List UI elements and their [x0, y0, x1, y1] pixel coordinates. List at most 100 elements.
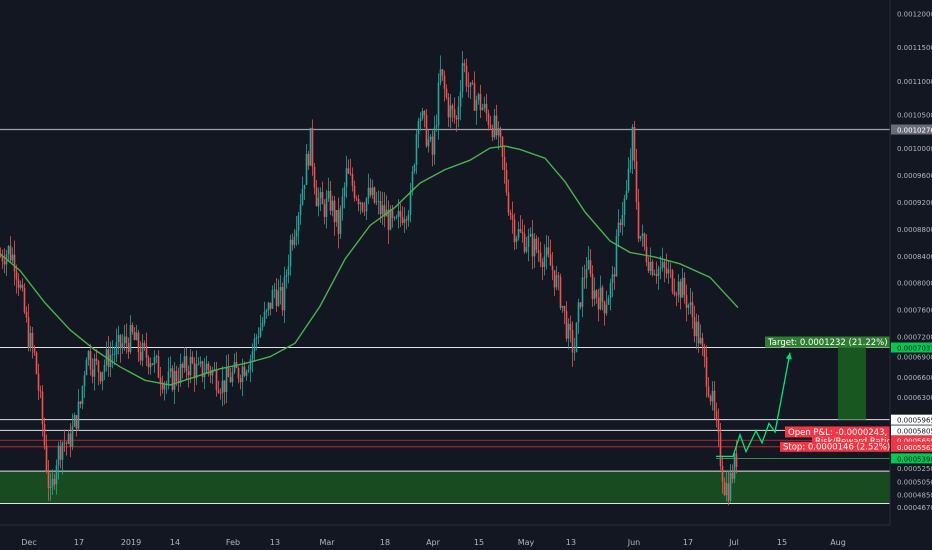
- candle-body-81: [161, 383, 164, 390]
- candle-body-285: [569, 323, 572, 331]
- candle-body-330: [659, 267, 662, 269]
- candle-body-119: [237, 367, 240, 379]
- candle-body-16: [31, 332, 34, 348]
- candle-body-227: [453, 109, 456, 118]
- candle-body-112: [223, 380, 226, 392]
- candle-body-338: [675, 294, 678, 296]
- x-tick-label-16: Aug: [830, 538, 846, 547]
- candle-body-130: [259, 327, 262, 337]
- price-tag-4: 0.0005659: [897, 437, 932, 445]
- candle-body-66: [131, 325, 134, 332]
- projection-path: [716, 352, 792, 457]
- candle-body-107: [213, 369, 216, 371]
- candle-body-78: [155, 356, 158, 357]
- y-tick-label-6: 0.0009200: [897, 199, 932, 207]
- candle-body-230: [459, 91, 462, 107]
- candle-body-347: [693, 316, 696, 337]
- y-tick-label-7: 0.0008800: [897, 226, 932, 234]
- candle-body-262: [523, 233, 526, 252]
- x-tick-label-9: 15: [474, 538, 484, 547]
- candle-body-335: [669, 269, 672, 271]
- price-tag-box-5: [891, 441, 932, 452]
- x-tick-label-10: May: [518, 538, 535, 547]
- candle-body-70: [139, 352, 142, 361]
- candle-body-339: [677, 281, 680, 295]
- candle-body-194: [387, 209, 390, 230]
- candle-body-111: [221, 380, 224, 394]
- candle-body-48: [95, 358, 98, 361]
- candle-body-261: [521, 231, 524, 234]
- candle-body-164: [327, 191, 330, 199]
- target-label-box: [765, 336, 890, 348]
- candle-body-354: [707, 386, 710, 397]
- candle-body-243: [485, 103, 488, 114]
- candle-body-256: [511, 214, 514, 220]
- candle-body-177: [353, 185, 356, 198]
- candle-body-41: [81, 386, 84, 405]
- candle-body-50: [99, 372, 102, 382]
- candle-body-33: [65, 443, 68, 444]
- price-tag-6: 0.0005390: [897, 455, 932, 463]
- candle-body-69: [137, 332, 140, 353]
- candle-body-103: [205, 363, 208, 373]
- candle-body-181: [361, 202, 364, 211]
- candle-body-34: [67, 433, 70, 444]
- candle-body-123: [245, 371, 248, 376]
- candle-body-257: [513, 219, 516, 243]
- candle-body-336: [671, 270, 674, 292]
- time-axis[interactable]: Dec 17 2019 14 Feb 13 Mar 18 Apr 15 May 13 Jun 17 Jul 1…: [0, 524, 932, 550]
- candle-body-101: [201, 361, 204, 378]
- candle-body-46: [91, 369, 94, 377]
- candle-body-341: [681, 277, 684, 298]
- candle-body-311: [621, 215, 624, 225]
- candle-body-303: [605, 304, 608, 314]
- candle-body-276: [551, 265, 554, 271]
- candle-body-229: [457, 106, 460, 120]
- candle-body-139: [277, 290, 280, 306]
- x-tick-label-5: 13: [270, 538, 280, 547]
- candle-body-367: [733, 453, 736, 479]
- x-tick-label-1: 17: [74, 538, 84, 547]
- candle-body-223: [445, 88, 448, 98]
- candle-body-267: [533, 238, 536, 257]
- candle-body-219: [437, 82, 440, 126]
- candle-body-170: [339, 208, 342, 234]
- candle-body-196: [391, 209, 394, 218]
- candle-body-250: [499, 128, 502, 137]
- candle-body-368: [735, 453, 738, 468]
- candle-body-216: [431, 136, 434, 155]
- horizontal-levels: [0, 128, 890, 504]
- candle-body-96: [191, 356, 194, 364]
- candle-body-100: [199, 361, 202, 364]
- candle-body-310: [619, 222, 622, 225]
- candle-body-134: [267, 302, 270, 311]
- candle-body-108: [215, 369, 218, 390]
- y-tick-label-0: 0.0012000: [897, 10, 932, 18]
- candle-body-144: [287, 266, 290, 275]
- candle-body-36: [71, 426, 74, 447]
- y-tick-label-5: 0.0009600: [897, 172, 932, 180]
- candle-body-120: [239, 378, 242, 383]
- price-axis[interactable]: 0.0012000 0.0011500 0.0011000 0.0010500 0.00…: [889, 0, 932, 550]
- price-tag-box-6: [891, 453, 932, 464]
- candle-body-80: [159, 377, 162, 384]
- candle-body-88: [175, 370, 178, 382]
- candle-body-340: [679, 281, 682, 298]
- x-tick-label-6: Mar: [319, 538, 335, 547]
- candle-body-114: [227, 367, 230, 378]
- candle-body-212: [423, 111, 426, 116]
- position-tool[interactable]: [838, 347, 866, 420]
- candle-body-131: [261, 323, 264, 328]
- y-tick-label-15: 0.0005250: [897, 465, 932, 473]
- candle-body-189: [377, 200, 380, 202]
- candle-body-195: [389, 209, 392, 230]
- candle-body-343: [685, 295, 688, 308]
- candle-body-265: [529, 233, 532, 236]
- candle-body-169: [337, 210, 340, 234]
- candle-body-318: [635, 161, 638, 203]
- candle-body-152: [303, 184, 306, 190]
- candle-body-337: [673, 291, 676, 295]
- candle-body-323: [645, 246, 648, 263]
- candle-body-308: [615, 236, 618, 277]
